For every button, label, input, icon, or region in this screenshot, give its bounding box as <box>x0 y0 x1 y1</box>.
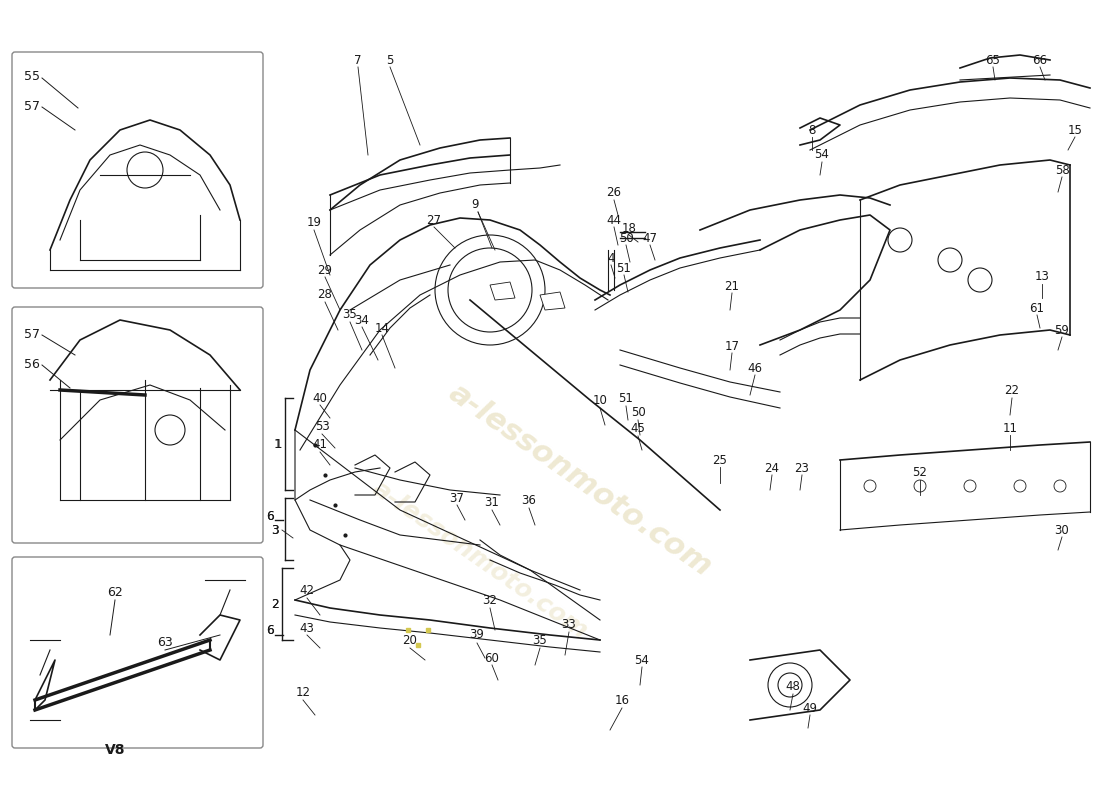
Text: 6: 6 <box>266 510 274 522</box>
Text: 4: 4 <box>607 251 615 265</box>
Text: 56: 56 <box>24 358 40 371</box>
Text: 35: 35 <box>342 309 358 322</box>
FancyBboxPatch shape <box>12 307 263 543</box>
Text: 23: 23 <box>794 462 810 474</box>
Text: 21: 21 <box>725 279 739 293</box>
Text: 50: 50 <box>618 231 634 245</box>
Text: 3: 3 <box>271 523 279 537</box>
Text: 40: 40 <box>312 391 328 405</box>
Text: 31: 31 <box>485 495 499 509</box>
Text: 44: 44 <box>606 214 621 226</box>
Text: 26: 26 <box>606 186 621 199</box>
Text: 11: 11 <box>1002 422 1018 434</box>
Text: 24: 24 <box>764 462 780 474</box>
Text: 25: 25 <box>713 454 727 466</box>
Text: 19: 19 <box>307 215 321 229</box>
Text: 42: 42 <box>299 583 315 597</box>
Text: 47: 47 <box>642 231 658 245</box>
Text: 65: 65 <box>986 54 1000 66</box>
Text: 54: 54 <box>815 149 829 162</box>
Text: 2: 2 <box>272 598 278 610</box>
Text: 39: 39 <box>470 629 484 642</box>
Text: 14: 14 <box>374 322 389 334</box>
Text: 1: 1 <box>274 438 282 450</box>
Text: 54: 54 <box>635 654 649 666</box>
Text: 66: 66 <box>1033 54 1047 66</box>
Text: 51: 51 <box>617 262 631 274</box>
FancyBboxPatch shape <box>12 557 263 748</box>
Text: 59: 59 <box>1055 323 1069 337</box>
Text: 33: 33 <box>562 618 576 631</box>
Text: 50: 50 <box>630 406 646 419</box>
Text: 41: 41 <box>312 438 328 451</box>
Text: 51: 51 <box>618 391 634 405</box>
FancyBboxPatch shape <box>12 52 263 288</box>
Text: 17: 17 <box>725 339 739 353</box>
Text: 9: 9 <box>471 198 478 211</box>
Text: 27: 27 <box>427 214 441 226</box>
Text: 61: 61 <box>1030 302 1045 314</box>
Text: 36: 36 <box>521 494 537 506</box>
Text: 55: 55 <box>24 70 40 83</box>
Text: 1: 1 <box>274 438 282 450</box>
Text: 6: 6 <box>266 623 274 637</box>
Text: 6: 6 <box>266 623 274 637</box>
Text: V8: V8 <box>104 743 125 757</box>
Text: 20: 20 <box>403 634 417 646</box>
Text: 18: 18 <box>621 222 637 234</box>
Text: 6: 6 <box>266 510 274 522</box>
Text: 60: 60 <box>485 651 499 665</box>
Text: 35: 35 <box>532 634 548 646</box>
Polygon shape <box>540 292 565 310</box>
Text: 57: 57 <box>24 101 40 114</box>
Text: a-lessonmoto.com: a-lessonmoto.com <box>443 378 717 582</box>
Text: 37: 37 <box>450 491 464 505</box>
Text: 49: 49 <box>803 702 817 714</box>
Text: a-lessonmoto.com: a-lessonmoto.com <box>367 476 592 644</box>
Text: 28: 28 <box>318 289 332 302</box>
Text: 48: 48 <box>785 681 801 694</box>
Text: 29: 29 <box>318 263 332 277</box>
Text: 3: 3 <box>272 523 278 537</box>
Text: 62: 62 <box>107 586 123 598</box>
Text: 32: 32 <box>483 594 497 606</box>
Text: 13: 13 <box>1035 270 1049 283</box>
Text: 15: 15 <box>1068 123 1082 137</box>
Text: 16: 16 <box>615 694 629 706</box>
Text: 7: 7 <box>354 54 362 66</box>
Text: 10: 10 <box>593 394 607 406</box>
Text: 63: 63 <box>157 637 173 650</box>
Text: 12: 12 <box>296 686 310 698</box>
Text: 43: 43 <box>299 622 315 634</box>
Text: 46: 46 <box>748 362 762 374</box>
Text: 2: 2 <box>271 598 279 610</box>
Text: 30: 30 <box>1055 523 1069 537</box>
Polygon shape <box>490 282 515 300</box>
Text: 58: 58 <box>1055 163 1069 177</box>
Text: 22: 22 <box>1004 383 1020 397</box>
Text: 8: 8 <box>808 123 816 137</box>
Text: 5: 5 <box>386 54 394 66</box>
Text: 52: 52 <box>913 466 927 478</box>
Text: 57: 57 <box>24 329 40 342</box>
Text: 34: 34 <box>354 314 370 326</box>
Text: 45: 45 <box>630 422 646 434</box>
Text: 53: 53 <box>315 421 329 434</box>
